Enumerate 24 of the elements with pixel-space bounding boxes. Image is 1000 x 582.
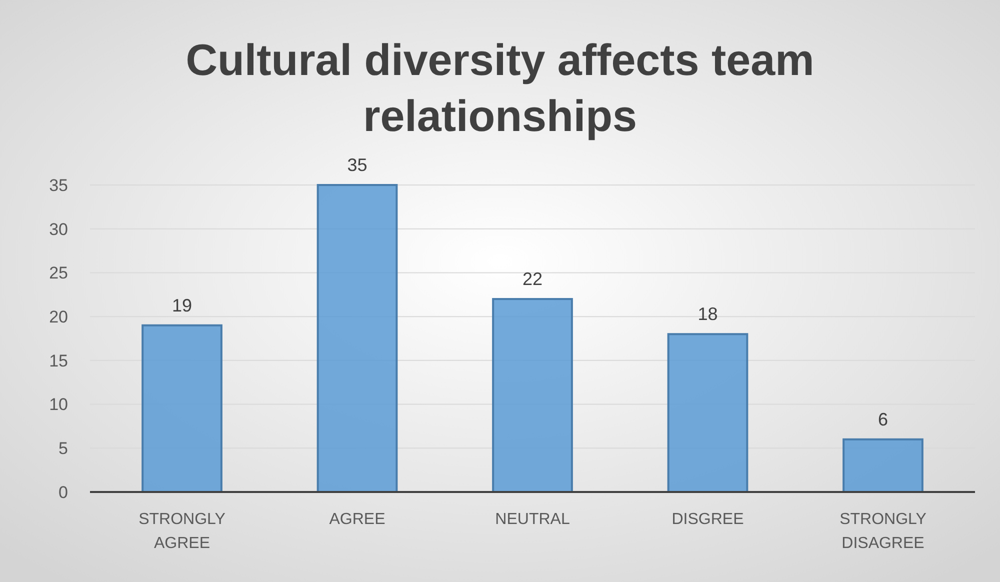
- x-tick-label: STRONGLY AGREE: [138, 511, 226, 552]
- y-tick-label: 0: [58, 482, 68, 502]
- data-label: 35: [347, 155, 368, 175]
- x-tick-label: DISGREE: [672, 511, 744, 528]
- data-label: 6: [878, 409, 888, 430]
- y-tick-label: 10: [49, 395, 68, 414]
- y-tick-label: 15: [49, 351, 68, 370]
- data-label: 22: [522, 269, 543, 290]
- bar: [842, 438, 924, 493]
- y-tick-label: 30: [49, 220, 68, 239]
- x-tick-label: STRONGLY DISAGREE: [840, 511, 927, 552]
- data-label: 18: [698, 304, 718, 324]
- bar: [492, 298, 573, 493]
- bar: [142, 324, 222, 493]
- data-label: 19: [172, 295, 192, 316]
- x-tick-label: AGREE: [329, 511, 386, 528]
- chart-title: Cultural diversity affects team relationships: [186, 36, 814, 141]
- y-tick-label: 25: [49, 264, 68, 283]
- x-tick-label: NEUTRAL: [495, 511, 570, 528]
- bar: [667, 333, 748, 493]
- y-tick-label: 5: [58, 439, 68, 458]
- bar: [316, 184, 398, 493]
- y-tick-label: 20: [49, 308, 68, 327]
- y-tick-label: 35: [49, 176, 68, 195]
